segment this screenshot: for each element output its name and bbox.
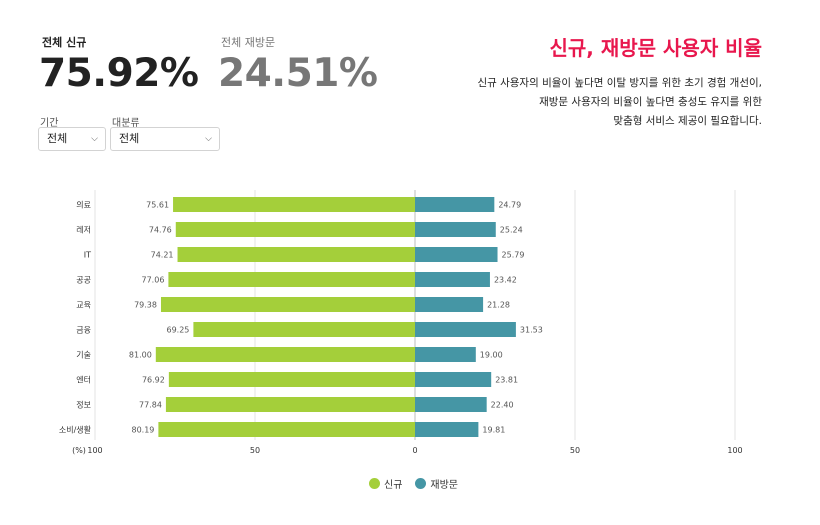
category-label: 정보: [76, 400, 91, 410]
data-label-returning: 19.81: [482, 426, 505, 435]
x-axis-unit: (%): [72, 446, 86, 455]
bar-returning: [415, 272, 490, 287]
category-label: 소비/생활: [59, 425, 92, 435]
data-label-new: 80.19: [131, 426, 154, 435]
category-label: 의료: [76, 200, 91, 210]
headline: 신규, 재방문 사용자 비율: [549, 36, 763, 60]
data-label-returning: 21.28: [487, 301, 510, 310]
kpi-new-label: 전체 신규: [42, 36, 87, 49]
bar-returning: [415, 247, 498, 262]
bar-new: [193, 322, 415, 337]
bar-returning: [415, 372, 492, 387]
kpi-returning-label: 전체 재방문: [221, 36, 276, 49]
legend-item-returning[interactable]: 재방문: [415, 476, 458, 491]
bar-new: [177, 247, 415, 262]
data-label-returning: 25.79: [502, 251, 525, 260]
period-select[interactable]: 전체 ⌵: [38, 127, 106, 151]
period-select-value: 전체: [47, 132, 68, 145]
bar-returning: [415, 197, 495, 212]
chevron-down-icon: ⌵: [91, 134, 98, 144]
data-label-new: 81.00: [129, 351, 152, 360]
data-label-new: 76.92: [142, 376, 165, 385]
description-line: 맞춤형 서비스 제공이 필요합니다.: [613, 115, 762, 127]
data-label-new: 74.21: [151, 251, 174, 260]
data-label-new: 79.38: [134, 301, 157, 310]
data-label-returning: 23.42: [494, 276, 517, 285]
category-label: IT: [84, 251, 91, 260]
bar-new: [160, 297, 415, 312]
legend: 신규 재방문: [369, 476, 471, 491]
x-tick-label: 50: [570, 446, 580, 455]
legend-swatch-returning: [415, 478, 427, 489]
x-tick-label: 0: [412, 446, 417, 455]
bar-new: [175, 222, 415, 237]
bar-returning: [415, 347, 476, 362]
data-label-returning: 31.53: [520, 326, 543, 335]
kpi-returning-value: 24.51%: [218, 51, 378, 96]
data-label-returning: 22.40: [491, 401, 514, 410]
category-select[interactable]: 전체 ⌵: [110, 127, 220, 151]
bar-new: [168, 372, 415, 387]
legend-label-new: 신규: [384, 480, 403, 491]
data-label-new: 77.06: [142, 276, 165, 285]
description-line: 신규 사용자의 비율이 높다면 이탈 방지를 위한 초기 경험 개선이,: [477, 77, 762, 89]
bar-returning: [415, 422, 479, 437]
description-line: 재방문 사용자의 비율이 높다면 충성도 유지를 위한: [539, 96, 762, 108]
category-label: 공공: [76, 276, 91, 285]
chevron-down-icon: ⌵: [205, 134, 212, 144]
category-label: 엔터: [76, 375, 91, 385]
legend-swatch-new: [369, 478, 380, 489]
data-label-returning: 24.79: [498, 201, 521, 210]
bar-new: [155, 347, 416, 362]
bar-new: [158, 422, 415, 437]
category-label: 교육: [76, 301, 91, 310]
data-label-returning: 25.24: [500, 226, 523, 235]
bar-new: [173, 197, 415, 212]
bar-returning: [415, 297, 484, 312]
bar-new: [165, 397, 415, 412]
data-label-new: 75.61: [146, 201, 169, 210]
description: 신규 사용자의 비율이 높다면 이탈 방지를 위한 초기 경험 개선이, 재방문…: [382, 74, 762, 131]
bar-new: [168, 272, 415, 287]
category-label: 레저: [76, 226, 91, 235]
bar-returning: [415, 322, 516, 337]
category-filter-label: 대분류: [112, 118, 140, 129]
legend-item-new[interactable]: 신규: [369, 476, 402, 491]
legend-label-returning: 재방문: [430, 480, 459, 491]
kpi-new-value: 75.92%: [39, 51, 199, 96]
category-label: 금융: [76, 326, 91, 335]
category-select-value: 전체: [119, 132, 140, 145]
period-filter-label: 기간: [40, 118, 59, 129]
x-tick-label: 100: [727, 446, 742, 455]
data-label-new: 69.25: [166, 326, 189, 335]
bar-returning: [415, 397, 487, 412]
data-label-new: 77.84: [139, 401, 162, 410]
data-label-returning: 23.81: [495, 376, 518, 385]
data-label-new: 74.76: [149, 226, 172, 235]
data-label-returning: 19.00: [480, 351, 503, 360]
x-tick-label: 50: [250, 446, 260, 455]
bar-returning: [415, 222, 496, 237]
x-tick-label: 100: [87, 446, 102, 455]
diverging-bar-chart: 의료 75.61 24.79 레저 74.76 25.24 IT 74.21 25.79 공공 77…: [59, 190, 743, 455]
category-label: 기술: [76, 350, 91, 360]
